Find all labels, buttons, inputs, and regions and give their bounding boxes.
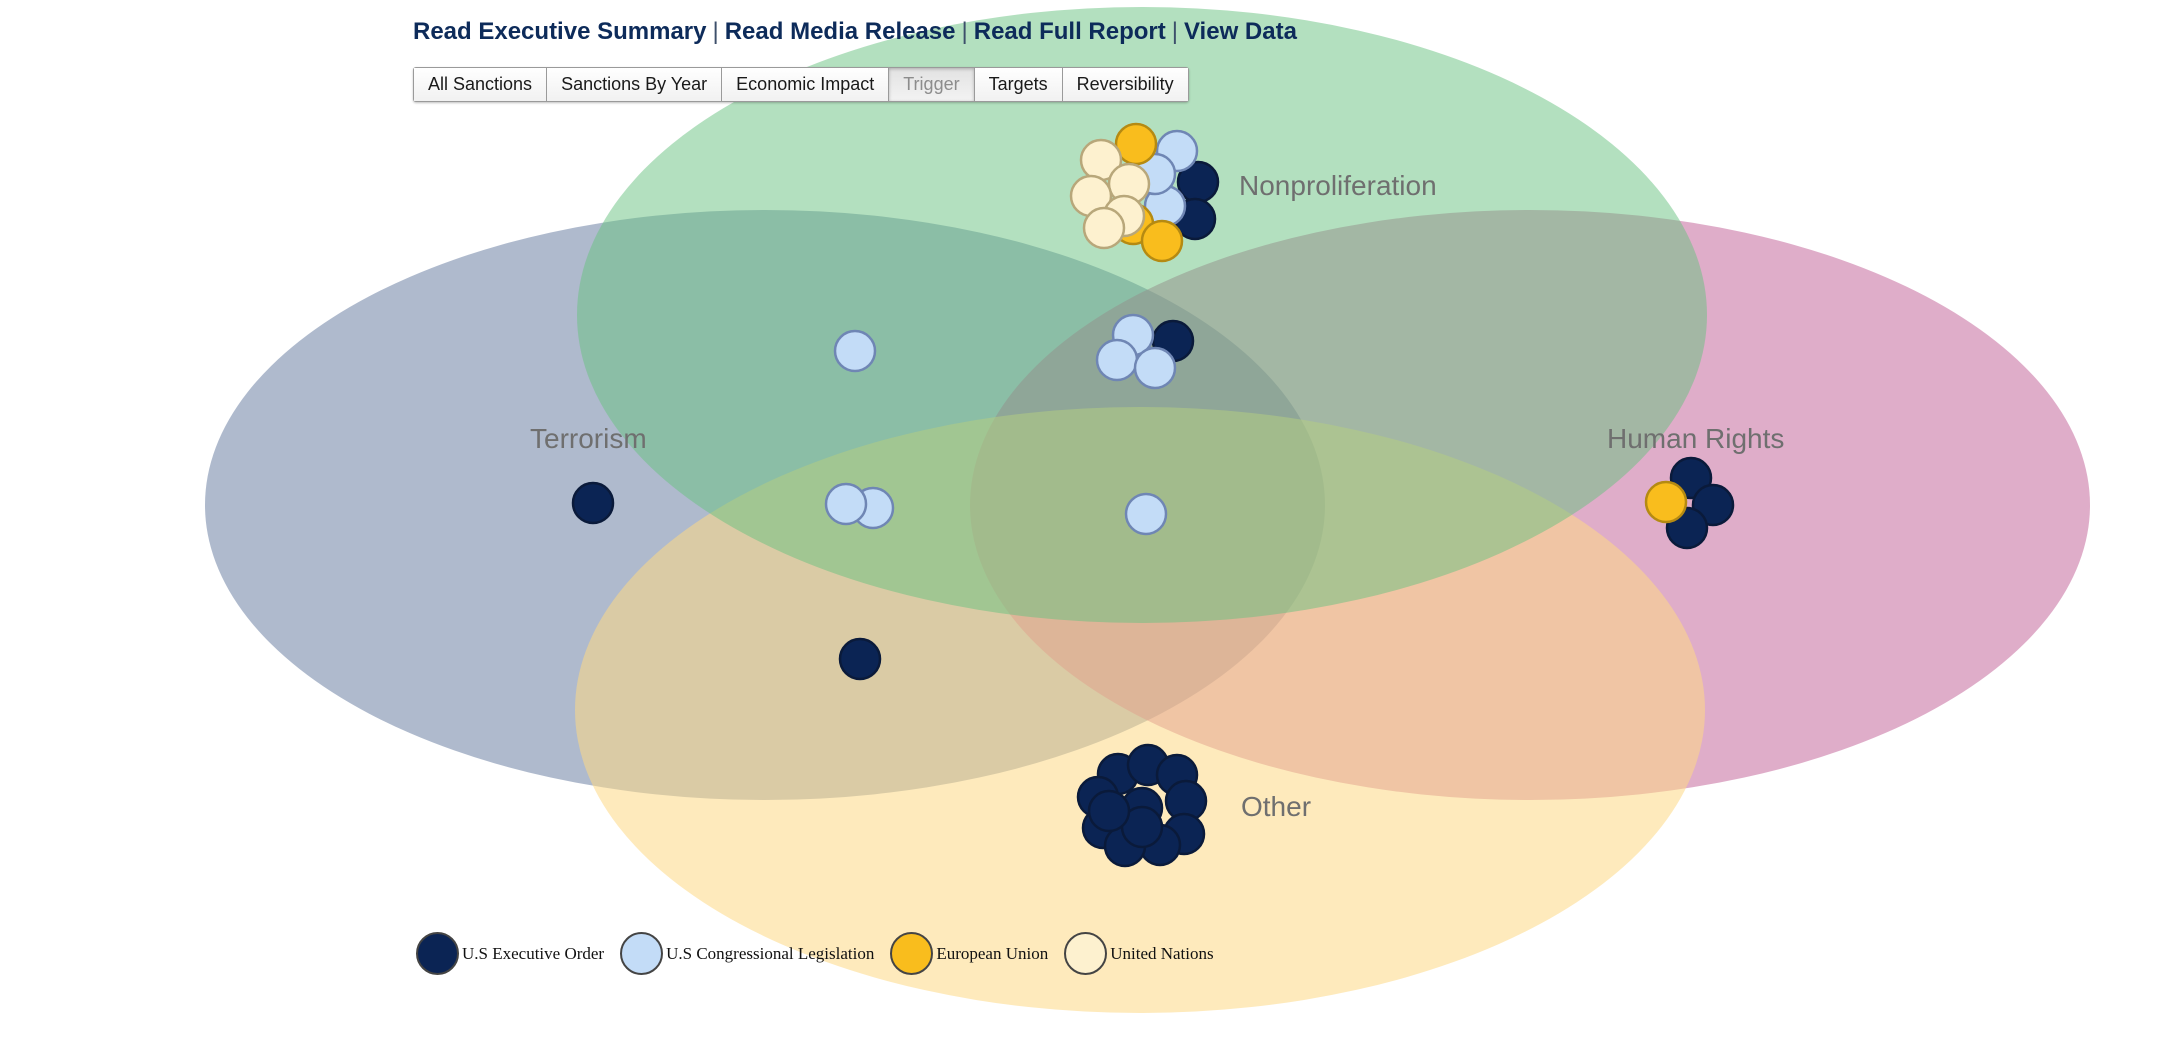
set-ellipses (205, 7, 2090, 1013)
tab-reversibility[interactable]: Reversibility (1062, 68, 1188, 101)
set-label-other: Other (1241, 791, 1311, 822)
legend-swatch (890, 932, 934, 975)
tab-economic-impact[interactable]: Economic Impact (722, 68, 890, 101)
sanction-bubble[interactable] (1124, 492, 1168, 536)
legend-label: European Union (936, 943, 1049, 963)
sanction-bubble[interactable] (838, 637, 882, 681)
sanction-bubble[interactable] (1140, 219, 1184, 263)
sanction-bubble[interactable] (1087, 789, 1131, 833)
legend-item-united-nations: United Nations (1064, 932, 1214, 975)
report-links: Read Executive Summary | Read Media Releas… (413, 18, 1297, 46)
legend-swatch (416, 932, 459, 975)
legend-item-european-union: European Union (890, 932, 1048, 975)
sanction-bubble[interactable] (571, 481, 615, 525)
legend-label: United Nations (1110, 943, 1214, 963)
ellipse-nonproliferation[interactable] (577, 7, 1707, 623)
set-label-terrorism: Terrorism (530, 423, 647, 454)
sanction-bubble[interactable] (833, 329, 877, 373)
legend-swatch (1064, 932, 1108, 975)
sanction-bubble[interactable] (1095, 338, 1139, 382)
link-separator: | (712, 18, 719, 45)
set-label-nonproliferation: Nonproliferation (1239, 170, 1437, 201)
legend-label: U.S Executive Order (462, 943, 605, 963)
legend-label: U.S Congressional Legislation (666, 943, 875, 963)
media-release-link[interactable]: Read Media Release (724, 18, 956, 45)
tab-targets[interactable]: Targets (974, 68, 1063, 101)
sanction-bubble[interactable] (1082, 206, 1126, 250)
link-separator: | (961, 18, 968, 45)
legend-swatch (620, 932, 664, 975)
tab-all-sanctions[interactable]: All Sanctions (414, 68, 548, 101)
set-labels: Nonproliferation Terrorism Human Rights … (530, 170, 1784, 822)
view-tabs: All Sanctions Sanctions By Year Economic… (413, 67, 1189, 102)
view-data-link[interactable]: View Data (1183, 18, 1297, 45)
tab-trigger[interactable]: Trigger (889, 68, 975, 101)
set-label-human-rights: Human Rights (1607, 423, 1784, 454)
legend-item-executive-order: U.S Executive Order (416, 932, 604, 975)
legend: U.S Executive Order U.S Congressional Le… (416, 932, 1230, 975)
sanction-bubbles (571, 122, 1735, 868)
legend-item-congressional: U.S Congressional Legislation (620, 932, 874, 975)
link-separator: | (1171, 18, 1178, 45)
full-report-link[interactable]: Read Full Report (973, 18, 1166, 45)
sanction-bubble[interactable] (1133, 346, 1177, 390)
sanction-bubble[interactable] (1644, 480, 1688, 524)
sanction-bubble[interactable] (824, 482, 868, 526)
executive-summary-link[interactable]: Read Executive Summary (413, 18, 707, 45)
tab-sanctions-by-year[interactable]: Sanctions By Year (547, 68, 723, 101)
